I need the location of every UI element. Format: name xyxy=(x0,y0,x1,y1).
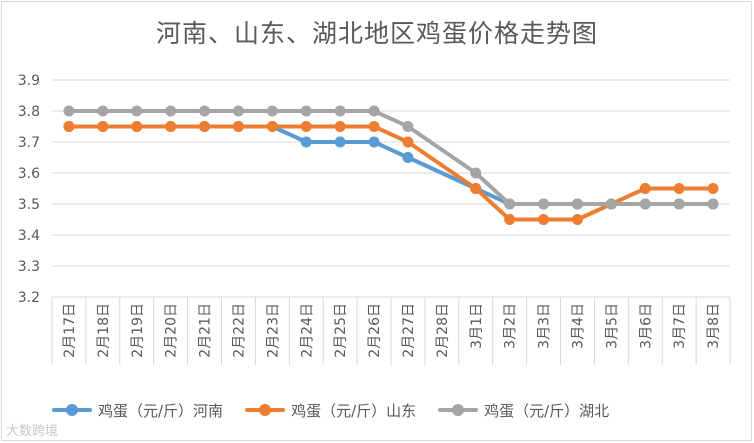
x-tick-label: 2月26日 xyxy=(367,303,383,358)
legend-label: 鸡蛋（元/斤）湖北 xyxy=(484,401,610,420)
x-tick-label: 2月28日 xyxy=(435,303,451,358)
x-tick-label: 3月5日 xyxy=(604,303,620,349)
x-tick-label: 3月4日 xyxy=(570,303,586,349)
data-point xyxy=(707,198,719,210)
data-point xyxy=(707,183,719,194)
x-tick-label: 2月25日 xyxy=(333,303,349,358)
data-point xyxy=(673,198,685,210)
y-tick-label: 3.3 xyxy=(18,259,40,275)
data-point xyxy=(97,121,109,132)
x-tick-label: 2月23日 xyxy=(265,303,281,358)
data-point xyxy=(368,105,380,117)
x-tick-label: 3月6日 xyxy=(638,303,654,349)
y-tick-label: 3.5 xyxy=(18,197,40,213)
legend-label: 鸡蛋（元/斤）河南 xyxy=(98,401,224,420)
data-point xyxy=(504,214,516,225)
y-tick-label: 3.9 xyxy=(18,73,40,89)
x-tick-label: 3月7日 xyxy=(672,303,688,349)
y-tick-label: 3.7 xyxy=(18,135,40,151)
x-tick-label: 2月20日 xyxy=(164,303,180,358)
legend-label: 鸡蛋（元/斤）山东 xyxy=(291,401,417,420)
data-point xyxy=(368,136,380,148)
x-tick-label: 3月3日 xyxy=(537,303,553,349)
data-point xyxy=(402,152,414,163)
chart-legend: 鸡蛋（元/斤）河南 鸡蛋（元/斤）山东 鸡蛋（元/斤）湖北 xyxy=(52,398,609,422)
data-point xyxy=(571,198,583,210)
x-tick-label: 3月1日 xyxy=(469,303,485,349)
x-tick-label: 2月17日 xyxy=(62,303,78,358)
data-point xyxy=(300,121,312,132)
x-tick-label: 2月21日 xyxy=(198,303,214,358)
y-tick-label: 3.6 xyxy=(18,166,40,182)
x-tick-label: 2月27日 xyxy=(401,303,417,358)
data-point xyxy=(63,105,75,117)
data-point xyxy=(639,183,651,194)
data-point xyxy=(538,198,550,210)
y-tick-label: 3.8 xyxy=(18,104,40,120)
data-point xyxy=(504,198,516,210)
data-point xyxy=(131,105,143,117)
data-point xyxy=(538,214,550,225)
data-point xyxy=(470,183,482,194)
data-point xyxy=(199,121,211,132)
data-point xyxy=(334,121,346,132)
data-point xyxy=(165,121,177,132)
data-point xyxy=(199,105,211,117)
series-line-0 xyxy=(66,124,716,206)
data-point xyxy=(605,198,617,210)
x-tick-label: 2月24日 xyxy=(299,303,315,358)
x-tick-label: 2月18日 xyxy=(96,303,112,358)
y-tick-label: 3.4 xyxy=(18,228,40,244)
legend-swatch xyxy=(438,404,479,416)
data-point xyxy=(673,183,685,194)
data-point xyxy=(300,136,312,148)
data-point xyxy=(131,121,143,132)
watermark: 大数跨境 xyxy=(6,424,59,439)
x-tick-label: 2月19日 xyxy=(130,303,146,358)
x-tick-label: 2月22日 xyxy=(231,303,247,358)
data-point xyxy=(97,105,109,117)
legend-item: 鸡蛋（元/斤）湖北 xyxy=(438,400,609,421)
data-point xyxy=(470,167,482,179)
legend-item: 鸡蛋（元/斤）河南 xyxy=(52,400,223,421)
data-point xyxy=(402,136,414,148)
data-point xyxy=(402,121,414,132)
legend-swatch xyxy=(52,404,92,416)
data-point xyxy=(232,105,244,117)
chart-title: 河南、山东、湖北地区鸡蛋价格走势图 xyxy=(155,19,598,48)
legend-swatch xyxy=(245,404,286,416)
data-point xyxy=(165,105,177,117)
data-point xyxy=(266,121,278,132)
legend-item: 鸡蛋（元/斤）山东 xyxy=(245,400,416,421)
data-point xyxy=(639,198,651,210)
data-point xyxy=(368,121,380,132)
data-point xyxy=(300,105,312,117)
x-tick-label: 3月8日 xyxy=(706,303,722,349)
x-tick-label: 3月2日 xyxy=(503,303,519,349)
data-point xyxy=(63,121,75,132)
y-tick-label: 3.2 xyxy=(18,290,40,306)
data-point xyxy=(334,105,346,117)
data-point xyxy=(232,121,244,132)
data-point xyxy=(334,136,346,148)
data-point xyxy=(266,105,278,117)
data-point xyxy=(571,214,583,225)
